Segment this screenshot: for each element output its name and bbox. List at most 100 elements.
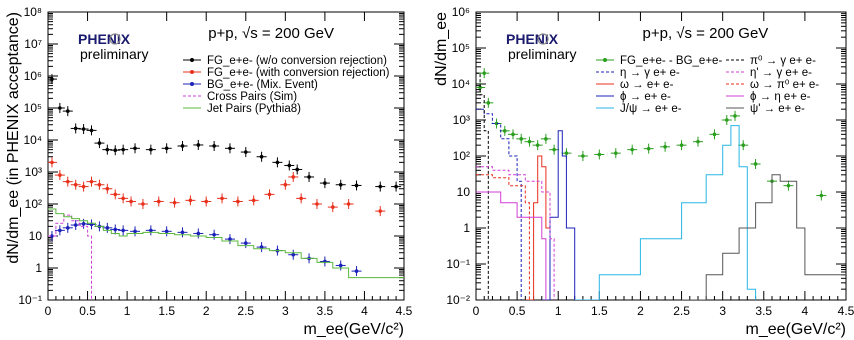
- energy-label: p+p, √s = 200 GeV: [643, 25, 769, 42]
- data-point: [156, 199, 161, 204]
- data-point: [196, 143, 201, 147]
- data-point: [113, 148, 118, 153]
- legend-label: ω → e+ e-: [620, 79, 674, 91]
- x-tick-label: 0: [45, 304, 52, 318]
- data-point: [97, 141, 102, 145]
- data-point: [58, 106, 62, 110]
- data-point: [58, 228, 62, 233]
- data-point: [65, 109, 70, 113]
- data-point: [220, 196, 224, 201]
- series-group: [48, 74, 404, 300]
- legend-label: η' → γ e+ e-: [750, 67, 812, 79]
- legend-marker: [190, 58, 194, 62]
- legend-label: ψ' → e+ e-: [750, 103, 805, 115]
- data-point: [502, 129, 507, 133]
- data-point: [97, 182, 102, 187]
- data-point: [597, 152, 602, 157]
- y-tick-label: 10²: [453, 149, 470, 163]
- data-point: [544, 137, 548, 141]
- data-point: [50, 160, 54, 165]
- data-point: [212, 144, 216, 148]
- x-tick-label: 2.5: [237, 304, 254, 318]
- data-point: [679, 143, 684, 147]
- legend-label: FG_e+e- - BG_e+e-: [620, 55, 722, 67]
- phenix-logo-mark: [537, 33, 549, 45]
- y-tick-label: 1: [35, 261, 42, 275]
- series-line: [476, 191, 547, 300]
- legend: FG_e+e- - BG_e+e-η → γ e+ e-ω → e+ e-ϕ →…: [596, 55, 819, 115]
- data-point: [113, 192, 118, 197]
- x-tick-label: 4: [361, 304, 368, 318]
- data-point: [291, 252, 296, 257]
- data-point: [819, 193, 824, 198]
- data-point: [180, 144, 185, 148]
- data-point: [786, 183, 791, 188]
- data-point: [73, 182, 78, 187]
- energy-label: p+p, √s = 200 GeV: [208, 25, 334, 42]
- legend-label: ω → π⁰ e+ e-: [750, 79, 819, 91]
- plot-frame: [47, 11, 405, 301]
- data-point: [630, 147, 635, 152]
- data-point: [228, 146, 232, 151]
- y-tick-label: 10⁷: [24, 37, 42, 51]
- data-point: [696, 139, 700, 144]
- data-point: [89, 179, 94, 184]
- data-point: [354, 269, 359, 273]
- data-point: [733, 114, 737, 118]
- legend-label: FG_e+e- (w/o conversion rejection): [207, 55, 387, 67]
- x-tick-label: 3: [719, 304, 726, 318]
- series-line: [574, 125, 757, 300]
- data-point: [121, 228, 125, 233]
- preliminary-label: preliminary: [508, 46, 576, 62]
- data-point: [354, 183, 359, 188]
- data-point: [73, 126, 78, 131]
- y-tick-label: 10⁶: [24, 69, 42, 83]
- phenix-logo: PHENIX: [78, 31, 131, 47]
- data-point: [378, 184, 383, 189]
- series-line: [476, 174, 530, 300]
- data-point: [511, 132, 515, 137]
- x-tick-label: 1.5: [591, 304, 608, 318]
- data-point: [331, 205, 335, 209]
- data-point: [724, 118, 729, 122]
- data-point: [259, 245, 264, 249]
- y-tick-label: 10⁶: [452, 5, 470, 19]
- data-point: [299, 196, 303, 201]
- series-line: [541, 130, 576, 300]
- data-point: [243, 150, 248, 154]
- y-tick-label: 10⁵: [24, 101, 42, 115]
- y-tick-label: 1: [463, 221, 470, 235]
- y-tick-label: 10: [29, 229, 43, 243]
- data-point: [753, 162, 758, 166]
- data-point: [164, 146, 169, 151]
- chart-2: 0 0.5 1 1.5 2 2.5 3 3.5 4 4.5 10⁻² 10⁻¹ 1 10 10² 10³ 10⁴…: [433, 5, 854, 338]
- data-point: [535, 143, 540, 147]
- x-tick-label: 1.5: [158, 304, 175, 318]
- legend: FG_e+e- (w/o conversion rejection)FG_e+e…: [183, 55, 390, 115]
- x-tick-label: 0.5: [509, 304, 526, 318]
- data-point: [267, 192, 272, 197]
- x-axis-title: m_ee(GeV/c²): [304, 321, 404, 338]
- series-group: [476, 68, 846, 300]
- y-tick-label: 10: [457, 185, 471, 199]
- data-point: [50, 77, 54, 81]
- y-tick-label: 10⁴: [451, 77, 470, 91]
- data-point: [243, 241, 248, 245]
- data-point: [564, 151, 569, 155]
- data-point: [129, 199, 133, 204]
- legend-label: η → γ e+ e-: [620, 67, 680, 79]
- data-point: [346, 202, 351, 206]
- data-point: [188, 198, 193, 203]
- y-tick-label: 10⁻¹: [18, 293, 42, 307]
- legend-label: ϕ → e+ e-: [620, 91, 671, 103]
- data-point: [164, 229, 169, 234]
- data-point: [65, 226, 70, 230]
- data-point: [486, 101, 491, 105]
- data-point: [478, 85, 482, 90]
- x-tick-label: 0.5: [79, 304, 96, 318]
- data-point: [105, 186, 110, 191]
- data-point: [552, 147, 556, 152]
- x-tick-label: 1: [124, 304, 131, 318]
- data-point: [58, 173, 62, 177]
